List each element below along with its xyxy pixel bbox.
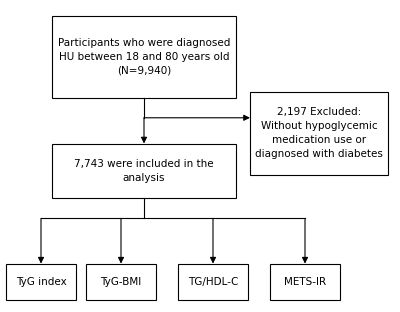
Text: TyG index: TyG index <box>16 276 66 287</box>
Text: Participants who were diagnosed
HU between 18 and 80 years old
(N=9,940): Participants who were diagnosed HU betwe… <box>58 38 230 76</box>
Text: TG/HDL-C: TG/HDL-C <box>188 276 238 287</box>
FancyBboxPatch shape <box>250 92 388 175</box>
FancyBboxPatch shape <box>178 264 248 300</box>
FancyBboxPatch shape <box>86 264 156 300</box>
FancyBboxPatch shape <box>6 264 76 300</box>
FancyBboxPatch shape <box>52 16 236 98</box>
Text: 2,197 Excluded:
Without hypoglycemic
medication use or
diagnosed with diabetes: 2,197 Excluded: Without hypoglycemic med… <box>255 107 383 159</box>
Text: 7,743 were included in the
analysis: 7,743 were included in the analysis <box>74 159 214 183</box>
Text: TyG-BMI: TyG-BMI <box>100 276 142 287</box>
FancyBboxPatch shape <box>52 144 236 198</box>
Text: METS-IR: METS-IR <box>284 276 326 287</box>
FancyBboxPatch shape <box>270 264 340 300</box>
